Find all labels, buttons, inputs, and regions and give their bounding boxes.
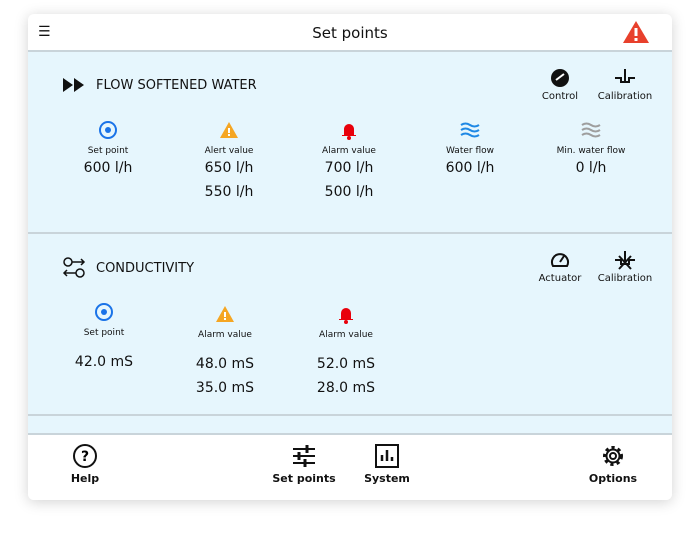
- column-label: Alarm value: [319, 330, 373, 340]
- value-low: 28.0 mS: [316, 380, 376, 396]
- bar-chart-icon: [375, 444, 399, 468]
- actuator-label: Actuator: [538, 273, 582, 284]
- alarm-low-column[interactable]: Alarm value 48.0 mS 35.0 mS: [170, 304, 280, 400]
- value-high: 48.0 mS: [195, 356, 255, 372]
- bottom-nav: ? Help Set points System Options: [28, 435, 672, 500]
- min-water-flow-column[interactable]: Min. water flow 0 l/h: [536, 120, 646, 180]
- value-low: 550 l/h: [204, 184, 254, 200]
- help-icon: ?: [73, 444, 97, 468]
- calibration-label: Calibration: [597, 273, 653, 284]
- column-label: Water flow: [445, 146, 494, 156]
- value-high: 52.0 mS: [316, 356, 376, 372]
- value: 600 l/h: [445, 160, 495, 176]
- calibration-off-icon: [615, 251, 635, 270]
- water-waves-icon: [460, 122, 480, 138]
- control-icon: [551, 69, 569, 87]
- setpoint-column[interactable]: Set point 42.0 mS: [49, 302, 159, 374]
- system-button[interactable]: System: [352, 443, 422, 485]
- system-label: System: [364, 472, 410, 485]
- svg-text:?: ?: [81, 449, 89, 465]
- alert-triangle-icon: [220, 122, 238, 138]
- alarm-bell-icon: [342, 124, 356, 140]
- flow-section: FLOW SOFTENED WATER Control Calibration …: [28, 52, 672, 234]
- help-label: Help: [70, 472, 100, 485]
- value: 0 l/h: [575, 160, 607, 176]
- help-button[interactable]: ? Help: [50, 443, 120, 485]
- fast-forward-icon: [63, 78, 84, 92]
- value: 600 l/h: [83, 160, 133, 176]
- calibration-button[interactable]: Calibration: [595, 68, 655, 102]
- warning-triangle-icon[interactable]: [622, 20, 650, 44]
- page-title: Set points: [312, 24, 388, 42]
- options-button[interactable]: Options: [578, 443, 648, 485]
- column-label: Min. water flow: [556, 146, 626, 156]
- app-window: ☰ Set points FLOW SOFTENED WATER Control…: [28, 14, 672, 500]
- water-flow-column[interactable]: Water flow 600 l/h: [415, 120, 525, 180]
- next-section: [28, 416, 672, 435]
- column-label: Set point: [87, 146, 129, 156]
- conductivity-icon: [62, 257, 86, 278]
- alarm-high-column[interactable]: Alarm value 52.0 mS 28.0 mS: [291, 304, 401, 400]
- value-high: 700 l/h: [324, 160, 374, 176]
- set-points-button[interactable]: Set points: [269, 443, 339, 485]
- column-label: Alert value: [204, 146, 254, 156]
- column-label: Alarm value: [322, 146, 376, 156]
- section-title: FLOW SOFTENED WATER: [96, 78, 257, 93]
- gear-icon: [603, 446, 623, 466]
- value: 42.0 mS: [74, 354, 134, 370]
- value-low: 500 l/h: [324, 184, 374, 200]
- calibration-label: Calibration: [597, 91, 653, 102]
- alarm-column[interactable]: Alarm value 700 l/h 500 l/h: [294, 120, 404, 204]
- water-waves-icon: [581, 122, 601, 138]
- hamburger-icon[interactable]: ☰: [38, 24, 51, 40]
- alarm-bell-icon: [339, 308, 353, 324]
- target-icon: [99, 121, 117, 139]
- control-button[interactable]: Control: [530, 68, 590, 102]
- setpoint-column[interactable]: Set point 600 l/h: [53, 120, 163, 180]
- alert-column[interactable]: Alert value 650 l/h 550 l/h: [174, 120, 284, 204]
- actuator-button[interactable]: Actuator: [530, 250, 590, 284]
- value-low: 35.0 mS: [195, 380, 255, 396]
- column-label: Set point: [83, 328, 125, 338]
- header: ☰ Set points: [28, 14, 672, 52]
- calibration-icon: [615, 69, 635, 83]
- sliders-icon: [293, 445, 315, 467]
- control-label: Control: [541, 91, 579, 102]
- column-label: Alarm value: [198, 330, 252, 340]
- conductivity-section: CONDUCTIVITY Actuator Calibration Set po…: [28, 234, 672, 416]
- value-high: 650 l/h: [204, 160, 254, 176]
- alert-triangle-icon: [216, 306, 234, 322]
- section-title: CONDUCTIVITY: [96, 261, 195, 276]
- target-icon: [95, 303, 113, 321]
- calibration-button[interactable]: Calibration: [595, 250, 655, 284]
- gauge-icon: [551, 253, 569, 267]
- options-label: Options: [588, 472, 638, 485]
- set-points-label: Set points: [272, 472, 336, 485]
